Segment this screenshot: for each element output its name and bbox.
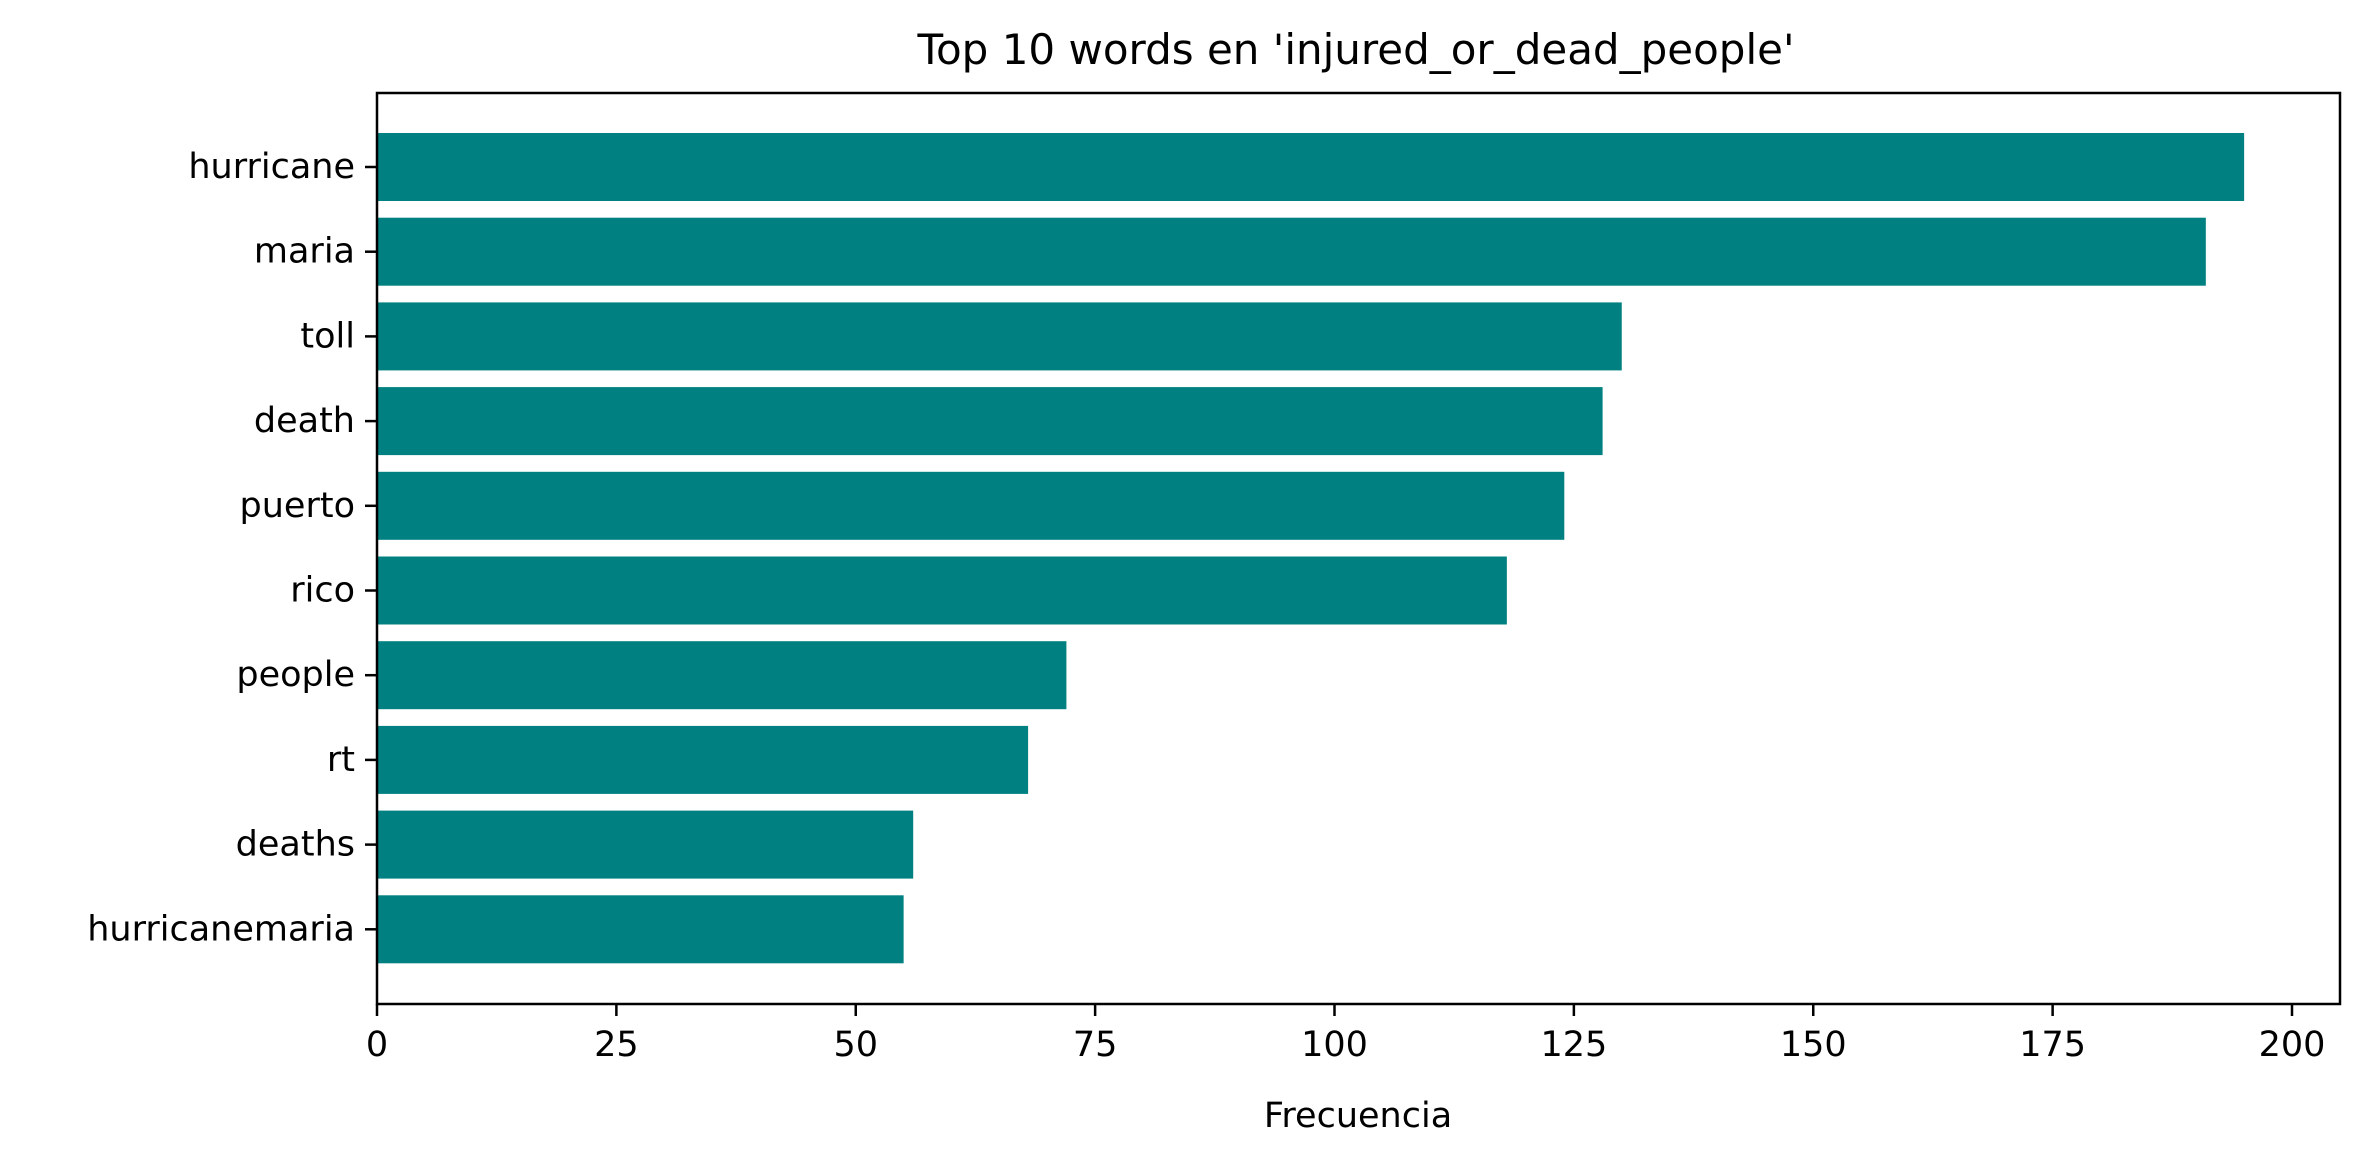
bar-death <box>377 387 1603 456</box>
x-tick-label: 75 <box>1073 1025 1118 1065</box>
y-tick-label: people <box>236 655 355 695</box>
chart-title: Top 10 words en 'injured_or_dead_people' <box>916 25 1794 74</box>
y-tick-label: hurricane <box>188 147 355 187</box>
bar-toll <box>377 302 1622 371</box>
bar-hurricane <box>377 133 2245 201</box>
y-tick-label: death <box>254 401 355 441</box>
y-tick-label: puerto <box>240 486 355 526</box>
y-tick-label: rt <box>327 740 355 780</box>
bar-maria <box>377 217 2206 286</box>
y-tick-label: maria <box>254 232 355 272</box>
x-tick-label: 100 <box>1301 1025 1368 1065</box>
y-tick-label: rico <box>290 571 355 611</box>
x-tick-label: 25 <box>594 1025 639 1065</box>
x-axis-label: Frecuencia <box>1264 1096 1452 1136</box>
x-tick-label: 125 <box>1540 1025 1607 1065</box>
bar-rt <box>377 725 1029 794</box>
x-axis: 0 25 50 75 100 125 150 175 200 <box>366 1004 2326 1065</box>
x-tick-label: 175 <box>2019 1025 2086 1065</box>
x-tick-label: 0 <box>366 1025 388 1065</box>
y-axis: hurricanemariatolldeathpuertoricopeopler… <box>87 147 377 949</box>
y-tick-label: toll <box>300 316 355 356</box>
bar-people <box>377 641 1067 710</box>
bar-rico <box>377 556 1507 625</box>
x-tick-label: 200 <box>2259 1025 2326 1065</box>
x-tick-label: 50 <box>833 1025 878 1065</box>
bar-hurricanemaria <box>377 895 904 964</box>
y-tick-label: deaths <box>236 825 355 865</box>
y-tick-label: hurricanemaria <box>87 909 355 949</box>
bar-deaths <box>377 810 914 879</box>
x-tick-label: 150 <box>1780 1025 1847 1065</box>
plot-frame <box>375 91 2342 1006</box>
bar-puerto <box>377 471 1565 540</box>
bars-group <box>377 133 2245 964</box>
